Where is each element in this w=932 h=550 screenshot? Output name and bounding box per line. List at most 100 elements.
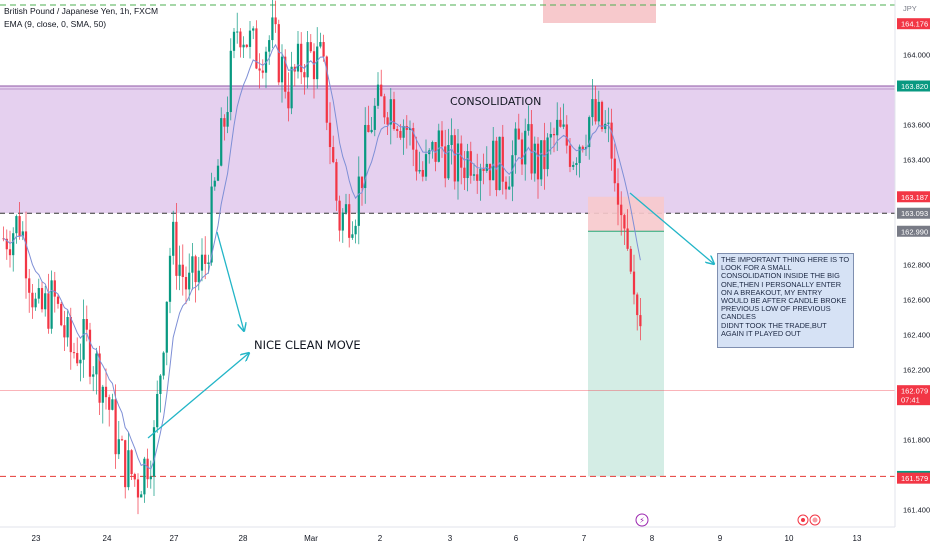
candle-body	[565, 124, 568, 146]
candle-body	[79, 359, 82, 364]
candle-body	[466, 151, 469, 179]
candle-body	[28, 278, 31, 293]
currency-label: JPY	[903, 4, 917, 13]
candle-body	[424, 154, 428, 177]
candle-body	[392, 99, 396, 130]
candle-body	[447, 144, 450, 179]
candle-body	[607, 122, 610, 124]
price-tick-label: 161.800	[903, 436, 930, 445]
indicator-legend[interactable]: EMA (9, close, 0, SMA, 50)	[4, 19, 106, 29]
candle-body	[456, 143, 460, 182]
candle-body	[165, 301, 168, 353]
candle-body	[517, 128, 520, 140]
candle-body	[405, 125, 408, 130]
candle-body	[53, 280, 56, 297]
candle-body	[146, 458, 149, 480]
candle-body	[239, 31, 242, 48]
candle-body	[610, 122, 613, 159]
candle-body	[156, 393, 159, 428]
candle-body	[85, 319, 88, 330]
candle-body	[623, 215, 626, 229]
candle-body	[418, 169, 421, 172]
candle-body	[88, 329, 92, 377]
candle-body	[194, 256, 197, 283]
candle-body	[130, 450, 133, 475]
candle-body	[271, 17, 274, 41]
candle-body	[63, 325, 66, 338]
candle-body	[508, 186, 511, 190]
candle-body	[303, 72, 306, 78]
candle-body	[572, 164, 575, 167]
candle-body	[616, 183, 620, 205]
candle-body	[207, 262, 210, 264]
candle-body	[220, 118, 223, 166]
candle-body	[18, 216, 21, 237]
candle-body	[380, 84, 383, 97]
price-label-badge	[897, 225, 930, 237]
candle-body	[386, 117, 389, 125]
candle-body	[373, 105, 376, 130]
candle-body	[268, 40, 271, 52]
time-tick-label: 10	[785, 534, 794, 543]
candle-body	[120, 439, 124, 441]
price-label-text: 162.990	[901, 227, 928, 236]
candle-body	[533, 143, 536, 174]
candle-body	[82, 319, 85, 360]
trade-note[interactable]: THE IMPORTANT THING HERE IS TO LOOK FOR …	[717, 253, 854, 348]
candle-body	[322, 42, 325, 57]
candle-body	[559, 119, 562, 127]
clean-move-arrow-down	[216, 231, 244, 331]
clean-move-arrow-up	[147, 353, 249, 439]
candle-body	[351, 234, 354, 238]
price-tick-label: 161.400	[903, 506, 930, 515]
candle-body	[540, 140, 543, 180]
candle-body	[149, 476, 152, 480]
candle-body	[223, 118, 226, 127]
candle-body	[613, 158, 616, 184]
candle-body	[117, 439, 120, 455]
candle-body	[376, 84, 380, 106]
time-tick-label: 3	[448, 534, 453, 543]
candle-body	[143, 458, 146, 495]
candle-body	[188, 272, 191, 290]
time-tick-label: 8	[650, 534, 655, 543]
candle-body	[524, 130, 527, 165]
candle-body	[242, 44, 245, 48]
ema-indicator-label: EMA (9, close, 0, SMA, 50)	[4, 19, 107, 29]
time-tick-label: 6	[514, 534, 519, 543]
news-event-dot	[801, 518, 805, 522]
time-tick-label: 23	[32, 534, 41, 543]
candle-body	[108, 397, 111, 410]
candle-body	[172, 221, 175, 256]
candle-body	[274, 17, 277, 25]
price-label-badge	[897, 18, 930, 30]
candle-body	[76, 353, 79, 364]
stop-loss-zone	[588, 196, 664, 232]
candle-body	[261, 70, 264, 73]
candle-body	[527, 124, 530, 131]
candle-body	[101, 386, 104, 403]
candle-body	[319, 42, 322, 47]
price-tick-label: 162.200	[903, 366, 930, 375]
symbol-legend[interactable]: British Pound / Japanese Yen, 1h, FXCM	[4, 6, 158, 16]
candle-body	[629, 248, 632, 272]
candle-body	[536, 143, 540, 180]
candle-body	[604, 123, 607, 130]
candle-body	[258, 68, 261, 71]
candle-body	[37, 288, 40, 299]
candle-body	[530, 124, 533, 174]
candle-body	[248, 30, 252, 47]
candle-body	[469, 151, 472, 176]
candle-body	[252, 28, 255, 31]
candle-body	[325, 56, 328, 123]
time-tick-label: 28	[239, 534, 248, 543]
time-tick-label: 7	[582, 534, 587, 543]
price-label-countdown: 07:41	[901, 396, 920, 405]
candle-body	[396, 129, 399, 131]
candle-body	[92, 374, 95, 377]
candle-body	[159, 375, 162, 394]
clean-move-label: NICE CLEAN MOVE	[254, 338, 361, 352]
candle-body	[594, 99, 597, 122]
price-label-text: 163.820	[901, 82, 928, 91]
candle-body	[40, 288, 44, 310]
